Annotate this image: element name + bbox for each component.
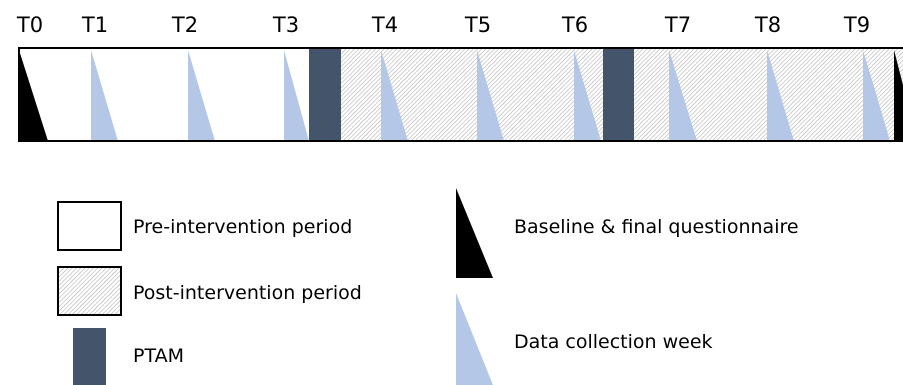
- time-point-label: T0: [16, 13, 43, 37]
- data-collection-week-marker: [91, 50, 118, 141]
- ptam-label: PTAM: [133, 345, 184, 367]
- time-point-label: T3: [272, 13, 299, 37]
- time-point-label: T5: [464, 13, 491, 37]
- data-collection-swatch: [456, 293, 493, 385]
- data-collection-week-marker: [188, 50, 215, 141]
- time-point-label: T1: [81, 13, 108, 37]
- time-point-label: T7: [664, 13, 691, 37]
- data-collection-week-marker: [381, 50, 408, 141]
- pre-intervention-period-block: [19, 48, 309, 141]
- baseline-questionnaire-marker: [19, 50, 48, 141]
- pre-intervention-swatch: [57, 201, 122, 251]
- final-questionnaire-marker: [894, 50, 903, 141]
- ptam-block: [603, 48, 634, 141]
- time-point-label: T2: [171, 13, 198, 37]
- pre-intervention-label: Pre-intervention period: [133, 216, 353, 238]
- ptam-block: [309, 48, 341, 141]
- timeline-frame: [18, 47, 903, 142]
- baseline-final-label: Baseline & final questionnaire: [514, 216, 799, 238]
- data-collection-label: Data collection week: [514, 331, 713, 353]
- post-intervention-period-block: [341, 48, 603, 141]
- time-point-label: T8: [754, 13, 781, 37]
- post-intervention-label: Post-intervention period: [133, 282, 362, 304]
- data-collection-week-marker: [767, 50, 794, 141]
- time-point-label: T9: [843, 13, 870, 37]
- data-collection-week-marker: [669, 50, 697, 141]
- baseline-final-swatch: [456, 188, 493, 278]
- study-timeline: T0 T1 T2 T3 T4 T5 T6 T7 T8 T9: [16, 13, 903, 142]
- data-collection-week-marker: [284, 50, 309, 141]
- post-intervention-swatch: [57, 266, 122, 316]
- ptam-swatch: [73, 328, 106, 385]
- data-collection-week-marker: [477, 50, 504, 141]
- time-point-label: T4: [371, 13, 398, 37]
- data-collection-week-marker: [574, 50, 601, 141]
- time-point-label: T6: [561, 13, 588, 37]
- data-collection-week-marker: [863, 50, 890, 141]
